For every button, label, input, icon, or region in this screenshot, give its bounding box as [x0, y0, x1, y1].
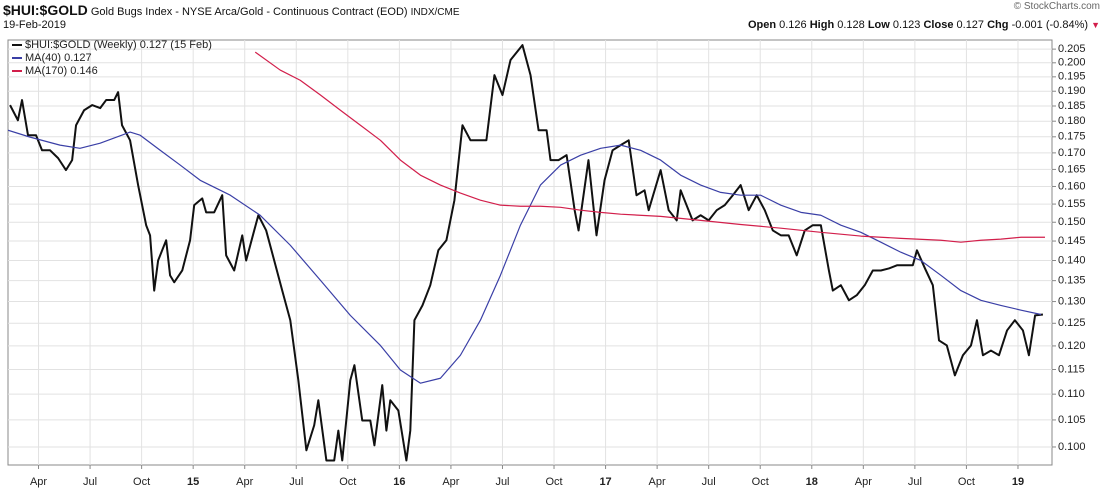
x-tick-label: 17 [599, 476, 611, 488]
y-tick-label: 0.150 [1058, 216, 1086, 228]
quote-value: 0.123 [892, 19, 921, 31]
quote-change-pct: (-0.84%) [1045, 19, 1089, 31]
y-tick-label: 0.120 [1058, 340, 1086, 352]
x-tick-label: Oct [339, 476, 356, 488]
y-tick-label: 0.145 [1058, 235, 1086, 247]
title-row: $HUI:$GOLD Gold Bugs Index - NYSE Arca/G… [3, 2, 460, 18]
y-tick-label: 0.130 [1058, 295, 1086, 307]
y-tick-label: 0.205 [1058, 43, 1086, 55]
plot-lines [8, 44, 1045, 462]
x-tick-label: 19 [1012, 476, 1024, 488]
quote-label: Close [923, 19, 954, 31]
quote-label: Low [867, 19, 890, 31]
y-tick-label: 0.140 [1058, 254, 1086, 266]
y-tick-label: 0.170 [1058, 147, 1086, 159]
y-tick-label: 0.200 [1058, 57, 1086, 69]
series-line [8, 129, 1042, 384]
y-tick-label: 0.190 [1058, 85, 1086, 97]
quote-value: 0.126 [779, 19, 807, 31]
y-tick-label: 0.135 [1058, 275, 1086, 287]
series-line [254, 51, 1045, 243]
date: 19-Feb-2019 [3, 19, 66, 31]
quote-value: 0.127 [956, 19, 985, 31]
y-tick-label: 0.180 [1058, 115, 1086, 127]
x-tick-label: Oct [133, 476, 150, 488]
x-tick-label: Oct [752, 476, 769, 488]
x-tick-label: Oct [958, 476, 975, 488]
down-marker: ▼ [1091, 20, 1100, 30]
y-tick-label: 0.165 [1058, 163, 1086, 175]
symbol: $HUI:$GOLD [3, 2, 88, 18]
x-tick-label: Apr [442, 476, 459, 488]
quote-label: Chg [987, 19, 1009, 31]
y-tick-label: 0.115 [1058, 363, 1085, 375]
x-tick-label: 15 [187, 476, 199, 488]
x-tick-label: Jul [83, 476, 97, 488]
quote-label: High [809, 19, 835, 31]
y-tick-label: 0.155 [1058, 198, 1086, 210]
x-tick-label: Apr [236, 476, 253, 488]
credit: © StockCharts.com [1013, 1, 1100, 12]
x-tick-label: Jul [702, 476, 716, 488]
y-tick-label: 0.125 [1058, 317, 1086, 329]
exchange: INDX/CME [410, 7, 460, 18]
x-tick-label: 16 [393, 476, 405, 488]
y-tick-label: 0.185 [1058, 100, 1086, 112]
legend-label: MA(40) 0.127 [25, 52, 92, 64]
y-tick-label: 0.175 [1058, 131, 1086, 143]
y-tick-label: 0.105 [1058, 414, 1086, 426]
x-tick-label: 18 [806, 476, 818, 488]
quote-label: Open [747, 19, 777, 31]
x-tick-label: Oct [545, 476, 562, 488]
x-tick-label: Jul [908, 476, 922, 488]
x-tick-label: Jul [495, 476, 509, 488]
legend-label: $HUI:$GOLD (Weekly) 0.127 (15 Feb) [25, 39, 212, 51]
y-tick-label: 0.160 [1058, 180, 1086, 192]
plot-frame [7, 39, 1053, 466]
x-tick-label: Apr [855, 476, 872, 488]
x-tick-label: Apr [649, 476, 666, 488]
y-tick-label: 0.110 [1058, 388, 1085, 400]
x-tick-label: Jul [289, 476, 303, 488]
series-line [9, 44, 1044, 462]
quote-value: 0.128 [837, 19, 865, 31]
y-tick-label: 0.100 [1058, 441, 1086, 453]
description: Gold Bugs Index - NYSE Arca/Gold - Conti… [90, 6, 408, 18]
quote: Open 0.126 High 0.128 Low 0.123 Close 0.… [748, 19, 1100, 31]
legend-label: MA(170) 0.146 [25, 65, 98, 77]
x-tick-label: Apr [30, 476, 47, 488]
y-tick-label: 0.195 [1058, 71, 1086, 83]
quote-value: -0.001 [1011, 19, 1043, 31]
